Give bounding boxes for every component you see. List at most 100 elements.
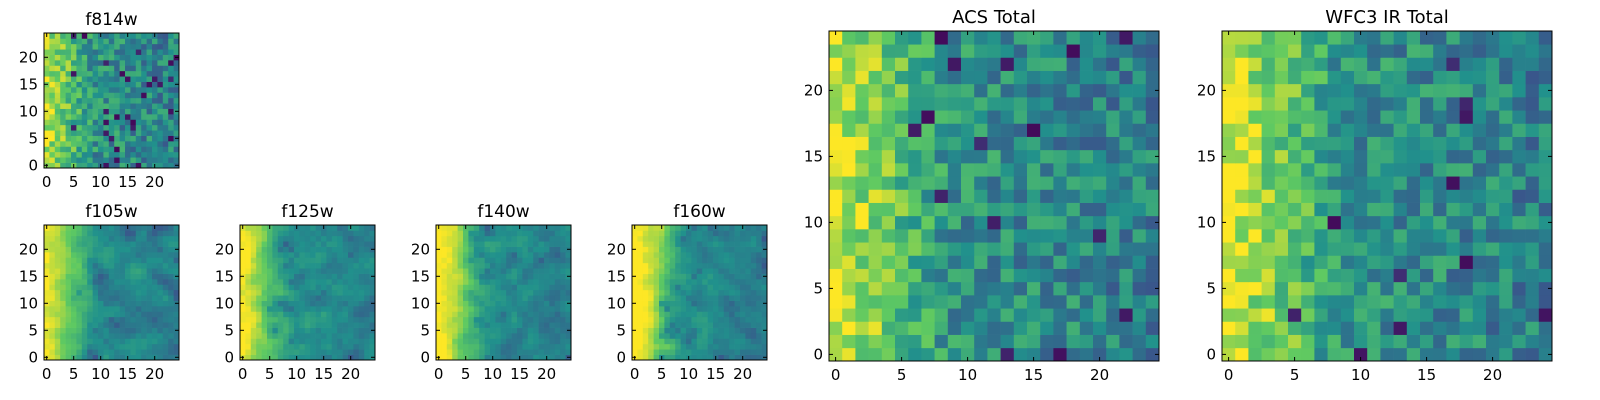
heatmap-cell [680,322,687,328]
heatmap-cell [1354,123,1368,137]
heatmap-cell [114,230,120,237]
heatmap-cell [675,327,681,334]
heatmap-cell [119,300,126,307]
heatmap-cell [49,87,56,93]
heatmap-cell [54,49,61,55]
heatmap-cell [87,97,93,104]
heatmap-cell [473,252,480,258]
heatmap-cell [1367,97,1381,111]
heatmap-cell [457,333,464,339]
heatmap-cell [81,246,88,253]
heatmap-cell [76,311,83,318]
heatmap-cell [713,279,719,285]
heatmap-cell [713,295,719,301]
heatmap-cell [987,229,1001,243]
heatmap-cell [152,151,158,158]
heatmap-cell [146,241,153,247]
heatmap-cell [868,176,883,190]
heatmap-cell [895,242,909,256]
heatmap-cell [947,97,962,111]
heatmap-cell [648,349,654,355]
heatmap-cell [245,284,252,291]
heatmap-cell [76,119,83,126]
heatmap-cell [1406,176,1421,190]
heatmap-cell [369,279,376,285]
heatmap-cell [348,273,354,280]
heatmap-cell [686,268,692,274]
heatmap-cell [1145,189,1160,203]
heatmap-cell [707,268,714,274]
heatmap-cell [321,252,327,258]
heatmap-cell [283,295,289,301]
heatmap-cell [441,279,448,285]
heatmap-cell [1248,163,1262,177]
heatmap-cell [119,87,126,93]
heatmap-cell [750,230,757,237]
y-tick-label: 0 [420,348,430,366]
heatmap-cell [1538,189,1553,203]
heatmap-cell [60,252,66,258]
heatmap-cell [680,333,687,339]
heatmap-cell [1420,136,1434,151]
heatmap-cell [1406,202,1421,217]
heatmap-cell [49,343,56,350]
heatmap-cell [696,268,703,274]
heatmap-cell [908,136,922,151]
heatmap-cell [130,338,137,345]
heatmap-cell [1288,334,1302,349]
heatmap-cell [549,235,556,242]
heatmap-cell [702,252,708,258]
heatmap-cell [1235,215,1249,230]
heatmap-cell [103,316,110,323]
heatmap-cell [135,33,142,39]
heatmap-cell [648,354,654,361]
heatmap-cell [114,54,120,61]
heatmap-cell [1525,70,1540,85]
heatmap-cell [310,284,316,291]
heatmap-cell [65,343,72,350]
heatmap-cell [1145,347,1160,362]
heatmap-cell [484,295,491,301]
heatmap-cell [1406,268,1421,283]
heatmap-cell [162,252,169,258]
heatmap-cell [310,252,316,258]
heatmap-cell [868,136,883,151]
heatmap-cell [348,257,354,264]
heatmap-cell [321,322,327,328]
heatmap-cell [517,311,523,318]
heatmap-cell [119,338,126,345]
heatmap-cell [114,241,120,247]
heatmap-cell [1301,163,1315,177]
heatmap-cell [642,252,649,258]
heatmap-cell [364,252,370,258]
heatmap-cell [713,284,719,291]
heatmap-cell [277,316,284,323]
heatmap-cell [1106,136,1120,151]
heatmap-cell [761,333,768,339]
heatmap-cell [92,135,99,142]
heatmap-cell [60,76,66,82]
heatmap-cell [294,273,300,280]
heatmap-cell [702,225,708,231]
heatmap-cell [473,316,480,323]
heatmap-cell [162,235,169,242]
heatmap-cell [855,202,869,217]
heatmap-cell [358,316,365,323]
heatmap-cell [1132,268,1147,283]
heatmap-cell [81,49,88,55]
heatmap-cell [527,354,534,361]
heatmap-cell [168,97,174,104]
heatmap-cell [162,92,169,99]
heatmap-cell [745,235,752,242]
heatmap-cell [855,281,869,296]
heatmap-cell [1119,321,1133,335]
heatmap-cell [114,49,120,55]
heatmap-cell [267,257,273,264]
heatmap-cell [256,252,262,258]
heatmap-cell [506,354,512,361]
heatmap-cell [130,246,137,253]
heatmap-cell [98,135,104,142]
heatmap-cell [92,289,99,296]
heatmap-cell [1446,202,1460,217]
